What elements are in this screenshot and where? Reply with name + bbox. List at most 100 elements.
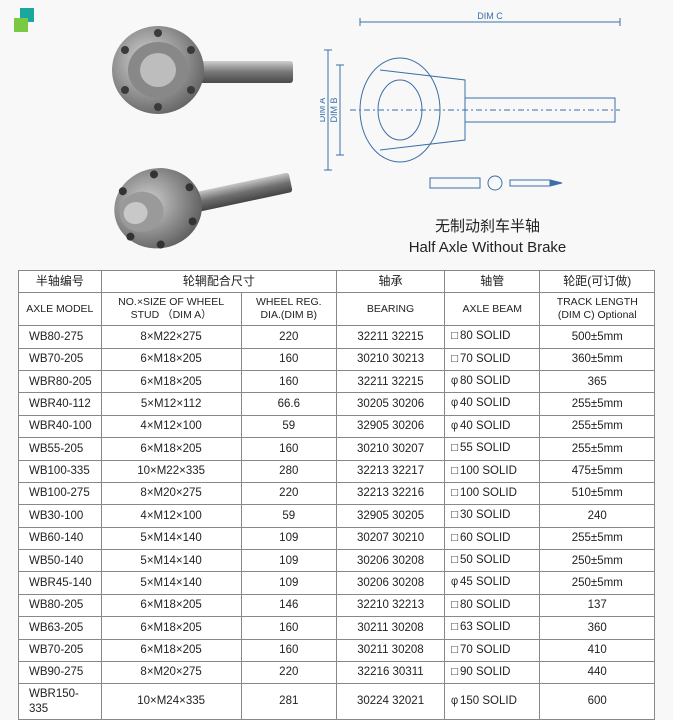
cell-beam: φ80 SOLID: [445, 371, 540, 393]
table-row: WBR40-1125×M12×11266.630205 30206φ40 SOL…: [19, 393, 655, 415]
table-row: WB30-1004×M12×1005932905 30205□30 SOLID2…: [19, 505, 655, 527]
hdr-wheelfit-cn: 轮辋配合尺寸: [101, 271, 336, 293]
cell-beam: φ150 SOLID: [445, 684, 540, 720]
hdr-stud-en: NO.×SIZE OF WHEEL STUD （DIM A）: [101, 293, 241, 326]
dim-c-label: DIM C: [477, 11, 503, 21]
cell-beam: □100 SOLID: [445, 482, 540, 504]
cell-beam: φ45 SOLID: [445, 572, 540, 594]
cell-bearing: 30224 32021: [336, 684, 444, 720]
cell-stud: 4×M12×100: [101, 505, 241, 527]
cell-track: 255±5mm: [540, 527, 655, 549]
cell-track: 250±5mm: [540, 550, 655, 572]
hdr-model-en: AXLE MODEL: [19, 293, 102, 326]
cell-bearing: 30206 30208: [336, 550, 444, 572]
cell-beam: □63 SOLID: [445, 617, 540, 639]
cell-model: WB70-205: [19, 348, 102, 370]
product-photo-1: [58, 10, 308, 140]
table-row: WBR150-33510×M24×33528130224 32021φ150 S…: [19, 684, 655, 720]
cell-stud: 6×M18×205: [101, 371, 241, 393]
cell-stud: 10×M22×335: [101, 460, 241, 482]
cell-reg: 280: [241, 460, 336, 482]
cell-beam: □70 SOLID: [445, 348, 540, 370]
table-row: WB80-2056×M18×20514632210 32213□80 SOLID…: [19, 594, 655, 616]
cell-reg: 59: [241, 505, 336, 527]
cell-model: WB80-205: [19, 594, 102, 616]
table-row: WB55-2056×M18×20516030210 30207□55 SOLID…: [19, 438, 655, 460]
title-cn: 无制动刹车半轴: [320, 216, 655, 237]
table-row: WB100-2758×M20×27522032213 32216□100 SOL…: [19, 482, 655, 504]
cell-track: 255±5mm: [540, 438, 655, 460]
hdr-beam-en: AXLE BEAM: [445, 293, 540, 326]
cell-track: 410: [540, 639, 655, 661]
table-row: WB63-2056×M18×20516030211 30208□63 SOLID…: [19, 617, 655, 639]
cell-reg: 220: [241, 661, 336, 683]
cell-reg: 160: [241, 617, 336, 639]
cell-track: 240: [540, 505, 655, 527]
cell-stud: 8×M20×275: [101, 482, 241, 504]
table-row: WB70-2056×M18×20516030210 30213□70 SOLID…: [19, 348, 655, 370]
cell-beam: □90 SOLID: [445, 661, 540, 683]
cell-model: WBR40-100: [19, 415, 102, 437]
cell-beam: □50 SOLID: [445, 550, 540, 572]
table-row: WB100-33510×M22×33528032213 32217□100 SO…: [19, 460, 655, 482]
cell-track: 137: [540, 594, 655, 616]
cell-model: WB55-205: [19, 438, 102, 460]
cell-reg: 281: [241, 684, 336, 720]
cell-model: WB50-140: [19, 550, 102, 572]
cell-stud: 4×M12×100: [101, 415, 241, 437]
cell-reg: 160: [241, 371, 336, 393]
cell-bearing: 32216 30311: [336, 661, 444, 683]
cell-stud: 6×M18×205: [101, 348, 241, 370]
cell-bearing: 32213 32216: [336, 482, 444, 504]
cell-stud: 6×M18×205: [101, 594, 241, 616]
cell-bearing: 32905 30205: [336, 505, 444, 527]
cell-track: 600: [540, 684, 655, 720]
title-en: Half Axle Without Brake: [320, 237, 655, 258]
cell-model: WBR150-335: [19, 684, 102, 720]
top-figure-area: DIM C DIM B DIM A 无制动刹车半轴 Half Axle With…: [58, 10, 655, 270]
cell-bearing: 32213 32217: [336, 460, 444, 482]
cell-beam: □70 SOLID: [445, 639, 540, 661]
cell-bearing: 32211 32215: [336, 326, 444, 348]
cell-beam: □55 SOLID: [445, 438, 540, 460]
table-row: WB50-1405×M14×14010930206 30208□50 SOLID…: [19, 550, 655, 572]
hdr-model-cn: 半轴编号: [19, 271, 102, 293]
cell-beam: □80 SOLID: [445, 594, 540, 616]
table-row: WBR45-1405×M14×14010930206 30208φ45 SOLI…: [19, 572, 655, 594]
hdr-reg-en: WHEEL REG. DIA.(DIM B): [241, 293, 336, 326]
cell-reg: 220: [241, 482, 336, 504]
cell-model: WB90-275: [19, 661, 102, 683]
dim-a-label: DIM A: [320, 98, 327, 123]
cell-stud: 5×M12×112: [101, 393, 241, 415]
cell-beam: φ40 SOLID: [445, 393, 540, 415]
cell-bearing: 30210 30207: [336, 438, 444, 460]
cell-bearing: 30210 30213: [336, 348, 444, 370]
cell-reg: 146: [241, 594, 336, 616]
cell-stud: 6×M18×205: [101, 639, 241, 661]
hdr-track-en: TRACK LENGTH (DIM C) Optional: [540, 293, 655, 326]
cell-bearing: 32211 32215: [336, 371, 444, 393]
cell-track: 360±5mm: [540, 348, 655, 370]
cell-track: 500±5mm: [540, 326, 655, 348]
cell-model: WB80-275: [19, 326, 102, 348]
cell-track: 475±5mm: [540, 460, 655, 482]
hdr-track-cn: 轮距(可订做): [540, 271, 655, 293]
cell-model: WB30-100: [19, 505, 102, 527]
corner-logo: [14, 8, 42, 36]
engineering-diagram: DIM C DIM B DIM A: [320, 10, 630, 210]
cell-reg: 109: [241, 527, 336, 549]
cell-model: WBR45-140: [19, 572, 102, 594]
cell-stud: 5×M14×140: [101, 572, 241, 594]
cell-stud: 6×M18×205: [101, 438, 241, 460]
cell-track: 360: [540, 617, 655, 639]
cell-bearing: 32905 30206: [336, 415, 444, 437]
dim-b-label: DIM B: [329, 97, 339, 122]
cell-reg: 109: [241, 572, 336, 594]
cell-stud: 6×M18×205: [101, 617, 241, 639]
cell-reg: 160: [241, 348, 336, 370]
cell-bearing: 32210 32213: [336, 594, 444, 616]
cell-track: 510±5mm: [540, 482, 655, 504]
cell-model: WB100-335: [19, 460, 102, 482]
table-row: WB80-2758×M22×27522032211 32215□80 SOLID…: [19, 326, 655, 348]
cell-reg: 59: [241, 415, 336, 437]
